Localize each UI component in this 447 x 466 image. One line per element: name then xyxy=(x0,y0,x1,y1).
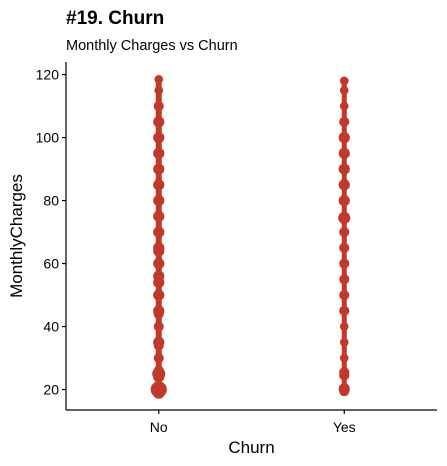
data-point xyxy=(338,163,350,175)
data-point xyxy=(153,305,165,317)
data-point xyxy=(153,352,164,364)
chart-subtitle: Monthly Charges vs Churn xyxy=(66,38,238,54)
data-point xyxy=(339,76,349,86)
data-point xyxy=(153,179,165,191)
data-point xyxy=(153,163,165,175)
y-tick-label: 80 xyxy=(43,193,59,209)
data-point xyxy=(339,322,349,331)
data-point xyxy=(154,85,164,95)
data-point xyxy=(154,74,164,84)
x-tick-label-no: No xyxy=(150,419,168,435)
data-point xyxy=(339,242,350,253)
data-point xyxy=(153,116,165,128)
points-layer xyxy=(150,74,351,399)
data-point xyxy=(153,194,165,207)
data-point xyxy=(338,194,350,207)
y-tick-label: 60 xyxy=(43,256,59,272)
data-point xyxy=(339,367,350,378)
data-point xyxy=(339,226,350,238)
data-point xyxy=(339,274,350,285)
data-point xyxy=(153,210,165,222)
data-point xyxy=(153,321,164,332)
y-axis-title: MonthlyCharges xyxy=(7,174,26,298)
data-point xyxy=(153,336,165,348)
data-point xyxy=(153,289,165,301)
data-point xyxy=(338,383,350,395)
data-point xyxy=(339,289,350,301)
data-point xyxy=(153,270,165,282)
data-point xyxy=(339,337,349,347)
y-tick-label: 120 xyxy=(36,67,60,83)
data-point xyxy=(339,101,349,111)
x-axis-title: Churn xyxy=(228,438,274,457)
data-point xyxy=(339,305,350,316)
data-point xyxy=(153,365,164,376)
x-axis-ticks: No Yes xyxy=(150,410,356,435)
data-point xyxy=(339,353,349,363)
x-tick-label-yes: Yes xyxy=(333,419,356,435)
y-tick-label: 100 xyxy=(36,130,60,146)
y-tick-label: 40 xyxy=(43,319,59,335)
data-point xyxy=(153,242,165,254)
data-point xyxy=(153,226,165,238)
data-point xyxy=(338,179,350,191)
data-point xyxy=(339,258,350,269)
data-point xyxy=(153,257,165,270)
y-tick-label: 20 xyxy=(43,382,59,398)
y-axis-ticks: 20 40 60 80 100 120 xyxy=(36,67,66,398)
data-point xyxy=(339,85,349,95)
data-point xyxy=(153,101,164,112)
data-point xyxy=(338,147,350,159)
data-point xyxy=(338,131,350,144)
data-point xyxy=(153,147,165,159)
data-point xyxy=(338,211,351,224)
data-point xyxy=(151,381,166,395)
data-point xyxy=(339,116,350,127)
chart-title: #19. Churn xyxy=(66,8,164,29)
data-point xyxy=(153,131,165,144)
